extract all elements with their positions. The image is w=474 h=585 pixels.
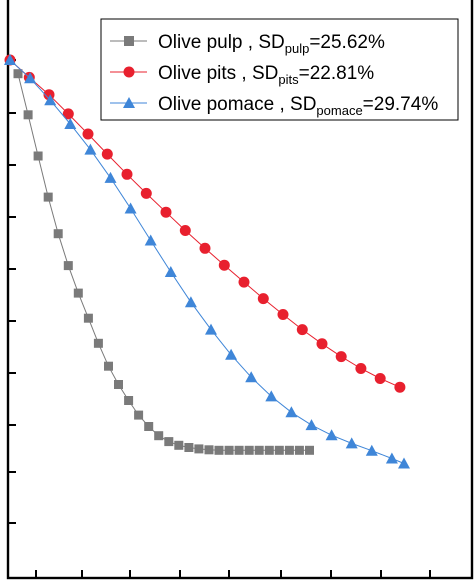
data-point-olive-pulp-10 bbox=[114, 380, 123, 389]
axis-ticks bbox=[8, 59, 431, 578]
data-point-olive-pulp-17 bbox=[184, 443, 194, 452]
data-point-olive-pomace-2 bbox=[44, 94, 57, 106]
data-point-olive-pulp-9 bbox=[104, 361, 113, 371]
data-point-olive-pits-9 bbox=[179, 225, 191, 236]
legend-label-olive-pulp: Olive pulp , SDpulp=25.62% bbox=[158, 32, 385, 56]
data-point-olive-pits-18 bbox=[355, 363, 367, 374]
data-point-olive-pits-13 bbox=[257, 293, 269, 305]
data-point-olive-pulp-7 bbox=[83, 313, 93, 323]
data-point-olive-pits-15 bbox=[296, 324, 308, 336]
series-olive-pomace bbox=[4, 54, 410, 469]
series-layer bbox=[4, 54, 410, 469]
data-point-olive-pulp-18 bbox=[194, 444, 204, 454]
data-point-olive-pulp-4 bbox=[53, 229, 63, 239]
data-point-olive-pits-4 bbox=[82, 128, 94, 140]
data-point-olive-pomace-0 bbox=[4, 54, 16, 65]
data-point-olive-pulp-8 bbox=[93, 338, 103, 348]
data-point-olive-pulp-5 bbox=[63, 261, 73, 271]
data-point-olive-pulp-20 bbox=[214, 445, 224, 455]
data-point-olive-pits-12 bbox=[238, 276, 250, 288]
data-point-olive-pulp-16 bbox=[174, 440, 184, 450]
legend: Olive pulp , SDpulp=25.62% Olive pits , … bbox=[100, 18, 459, 121]
data-point-olive-pomace-6 bbox=[124, 202, 137, 214]
data-point-olive-pomace-5 bbox=[104, 171, 117, 183]
legend-entry-olive-pits: Olive pits , SDpits=22.81% bbox=[110, 63, 374, 87]
data-point-olive-pomace-12 bbox=[245, 371, 258, 383]
data-point-olive-pulp-15 bbox=[164, 437, 174, 447]
legend-label-olive-pits: Olive pits , SDpits=22.81% bbox=[158, 63, 374, 87]
data-point-olive-pulp-13 bbox=[144, 422, 154, 431]
legend-label-olive-pomace: Olive pomace , SDpomace=29.74% bbox=[158, 94, 438, 118]
data-point-olive-pits-5 bbox=[101, 148, 113, 160]
data-point-olive-pulp-25 bbox=[264, 445, 274, 455]
data-point-olive-pulp-2 bbox=[33, 151, 43, 161]
data-point-olive-pomace-15 bbox=[305, 419, 318, 431]
data-point-olive-pits-16 bbox=[316, 338, 328, 350]
data-point-olive-pits-17 bbox=[335, 351, 347, 363]
data-point-olive-pulp-22 bbox=[234, 445, 244, 455]
data-point-olive-pomace-19 bbox=[385, 452, 398, 464]
data-point-olive-pomace-9 bbox=[184, 296, 197, 308]
data-point-olive-pits-6 bbox=[121, 168, 133, 180]
data-point-olive-pomace-10 bbox=[205, 323, 217, 335]
data-point-olive-pits-11 bbox=[218, 259, 230, 271]
data-point-olive-pits-10 bbox=[199, 242, 211, 254]
legend-entry-olive-pomace: Olive pomace , SDpomace=29.74% bbox=[110, 94, 438, 118]
data-point-olive-pulp-21 bbox=[224, 445, 234, 455]
data-point-olive-pulp-14 bbox=[154, 431, 164, 441]
plot-frame bbox=[6, 0, 474, 580]
data-point-olive-pomace-8 bbox=[164, 266, 177, 277]
data-point-olive-pomace-3 bbox=[64, 118, 77, 129]
data-point-olive-pulp-3 bbox=[43, 192, 53, 202]
data-point-olive-pomace-20 bbox=[398, 457, 410, 469]
data-point-olive-pits-19 bbox=[374, 373, 386, 384]
data-point-olive-pomace-14 bbox=[285, 406, 298, 418]
data-point-olive-pits-8 bbox=[160, 206, 172, 218]
series-line-olive-pulp bbox=[17, 73, 310, 451]
series-olive-pulp bbox=[13, 69, 314, 455]
data-point-olive-pulp-28 bbox=[294, 445, 304, 455]
data-point-olive-pulp-23 bbox=[244, 445, 254, 455]
legend-marker-square-icon bbox=[124, 36, 134, 46]
data-point-olive-pulp-6 bbox=[73, 288, 83, 298]
data-point-olive-pits-20 bbox=[394, 381, 406, 393]
data-point-olive-pits-3 bbox=[62, 108, 74, 120]
data-point-olive-pomace-7 bbox=[144, 234, 157, 246]
data-point-olive-pomace-1 bbox=[24, 72, 37, 84]
legend-marker-triangle-icon bbox=[123, 97, 135, 108]
legend-box bbox=[100, 18, 459, 121]
data-point-olive-pulp-24 bbox=[254, 445, 264, 455]
legend-entry-olive-pulp: Olive pulp , SDpulp=25.62% bbox=[110, 32, 385, 56]
data-point-olive-pulp-0 bbox=[13, 69, 23, 79]
data-point-olive-pulp-11 bbox=[124, 396, 134, 405]
data-point-olive-pomace-16 bbox=[325, 429, 338, 441]
data-point-olive-pomace-13 bbox=[265, 390, 278, 402]
data-point-olive-pomace-4 bbox=[84, 143, 97, 155]
data-point-olive-pulp-19 bbox=[204, 445, 214, 455]
legend-marker-circle-icon bbox=[123, 66, 135, 78]
data-point-olive-pits-14 bbox=[277, 309, 289, 320]
data-point-olive-pits-7 bbox=[140, 187, 152, 199]
data-point-olive-pulp-12 bbox=[134, 410, 144, 420]
data-point-olive-pomace-17 bbox=[345, 437, 358, 449]
data-point-olive-pomace-11 bbox=[225, 348, 238, 360]
data-point-olive-pulp-29 bbox=[305, 445, 314, 455]
data-point-olive-pulp-1 bbox=[23, 110, 33, 120]
data-point-olive-pomace-18 bbox=[365, 444, 378, 456]
data-point-olive-pulp-26 bbox=[274, 445, 284, 455]
data-point-olive-pulp-27 bbox=[284, 445, 294, 455]
series-olive-pits bbox=[4, 54, 406, 393]
